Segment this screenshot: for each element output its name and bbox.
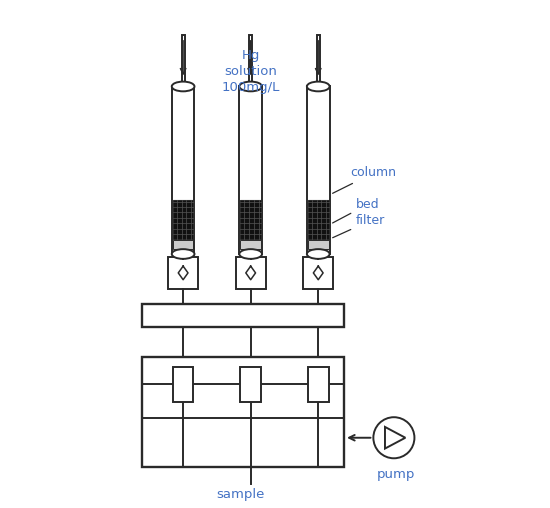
FancyBboxPatch shape — [141, 304, 344, 327]
FancyBboxPatch shape — [173, 367, 194, 402]
FancyBboxPatch shape — [307, 86, 329, 254]
Text: pump: pump — [376, 468, 415, 481]
FancyBboxPatch shape — [173, 240, 194, 248]
FancyBboxPatch shape — [317, 35, 320, 86]
FancyBboxPatch shape — [304, 257, 333, 289]
Ellipse shape — [172, 249, 195, 259]
Ellipse shape — [307, 82, 329, 91]
Text: filter: filter — [333, 214, 386, 238]
Ellipse shape — [307, 249, 329, 259]
Text: sample: sample — [217, 488, 265, 501]
FancyBboxPatch shape — [308, 240, 328, 248]
Ellipse shape — [172, 82, 195, 91]
Text: column: column — [333, 167, 397, 194]
FancyBboxPatch shape — [308, 367, 328, 402]
FancyBboxPatch shape — [240, 200, 261, 239]
FancyBboxPatch shape — [168, 257, 198, 289]
FancyBboxPatch shape — [173, 200, 194, 239]
Text: Hg
solution
100mg/L: Hg solution 100mg/L — [222, 49, 280, 93]
FancyBboxPatch shape — [240, 367, 261, 402]
FancyBboxPatch shape — [172, 86, 195, 254]
FancyBboxPatch shape — [182, 35, 185, 86]
FancyBboxPatch shape — [249, 35, 252, 86]
FancyBboxPatch shape — [308, 200, 328, 239]
FancyBboxPatch shape — [239, 86, 262, 254]
Text: bed: bed — [333, 198, 380, 223]
Ellipse shape — [239, 82, 262, 91]
FancyBboxPatch shape — [236, 257, 266, 289]
FancyBboxPatch shape — [240, 240, 261, 248]
Ellipse shape — [239, 249, 262, 259]
FancyBboxPatch shape — [141, 357, 344, 467]
